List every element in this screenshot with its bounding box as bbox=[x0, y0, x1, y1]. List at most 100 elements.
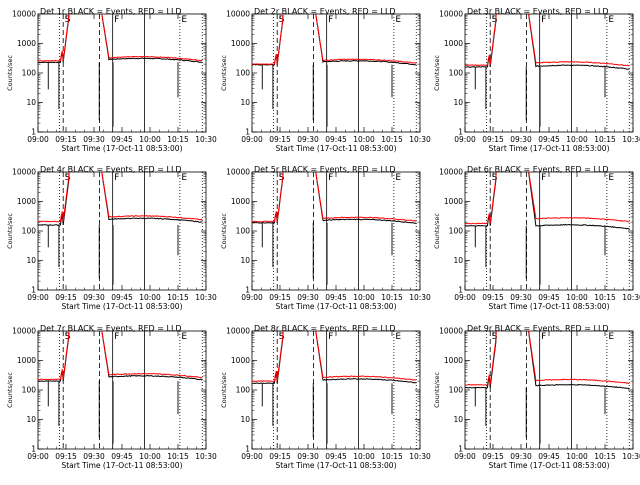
y-tick-label: 100 bbox=[449, 227, 464, 236]
y-tick-label: 100 bbox=[236, 227, 251, 236]
event-marker-label: S bbox=[492, 15, 498, 25]
x-tick-label: 09:45 bbox=[325, 452, 347, 461]
event-marker-label: F bbox=[114, 15, 119, 25]
event-marker-label: E bbox=[395, 332, 401, 342]
event-marker-label: E bbox=[608, 332, 614, 342]
y-tick-label: 100 bbox=[22, 69, 37, 78]
x-tick-label: 10:15 bbox=[381, 135, 403, 144]
y-tick-label: 10 bbox=[240, 415, 250, 424]
panel-det-6: Det 6r BLACK = Events, RED = LLD 1 10 100 10… bbox=[433, 165, 640, 311]
panel-det-3: Det 3r BLACK = Events, RED = LLD 1 10 100 10… bbox=[433, 7, 640, 153]
event-marker-label: E bbox=[181, 332, 187, 342]
y-axis-label: Counts/sec bbox=[6, 213, 14, 249]
x-axis-label: Start Time (17-Oct-11 08:53:00) bbox=[61, 461, 182, 470]
y-tick-label: 1 bbox=[31, 286, 36, 295]
panel-title: Det 8r BLACK = Events, RED = LLD bbox=[254, 324, 396, 333]
x-tick-label: 10:30 bbox=[195, 293, 217, 302]
y-tick-label: 1 bbox=[458, 286, 463, 295]
panel-det-1: Det 1r BLACK = Events, RED = LLD 1 10 100 10… bbox=[6, 7, 217, 153]
x-axis-label: Start Time (17-Oct-11 08:53:00) bbox=[488, 302, 609, 311]
y-tick-label: 1000 bbox=[231, 39, 250, 48]
y-tick-label: 10 bbox=[453, 415, 463, 424]
panel-det-9: Det 9r BLACK = Events, RED = LLD 1 10 100 10… bbox=[433, 324, 640, 470]
x-tick-label: 09:00 bbox=[27, 452, 49, 461]
event-marker-label: F bbox=[541, 15, 546, 25]
y-axis-label: Counts/sec bbox=[433, 213, 441, 249]
x-tick-label: 10:30 bbox=[622, 293, 640, 302]
series-lld-red bbox=[252, 14, 417, 65]
y-tick-label: 10 bbox=[240, 256, 250, 265]
y-tick-label: 10000 bbox=[439, 168, 463, 177]
y-tick-label: 100 bbox=[449, 386, 464, 395]
event-marker-label: S bbox=[279, 15, 285, 25]
x-tick-label: 10:00 bbox=[566, 293, 588, 302]
y-axis-label: Counts/sec bbox=[220, 372, 228, 408]
x-tick-label: 09:30 bbox=[510, 293, 532, 302]
series-lld-red bbox=[252, 172, 417, 223]
y-tick-label: 10000 bbox=[226, 327, 250, 336]
x-tick-label: 09:15 bbox=[55, 452, 77, 461]
x-tick-label: 09:30 bbox=[83, 452, 105, 461]
x-tick-label: 09:15 bbox=[482, 135, 504, 144]
x-tick-label: 09:45 bbox=[325, 135, 347, 144]
series-lld-red bbox=[252, 331, 417, 382]
y-tick-label: 1000 bbox=[444, 356, 463, 365]
y-tick-label: 1000 bbox=[231, 356, 250, 365]
event-marker-label: S bbox=[492, 173, 498, 183]
event-marker-label: E bbox=[181, 15, 187, 25]
x-tick-label: 09:15 bbox=[482, 452, 504, 461]
series-lld-red bbox=[38, 331, 203, 381]
y-tick-label: 10000 bbox=[12, 168, 36, 177]
x-tick-label: 09:15 bbox=[55, 135, 77, 144]
y-tick-label: 1000 bbox=[231, 197, 250, 206]
x-tick-label: 09:00 bbox=[241, 452, 263, 461]
x-tick-label: 09:30 bbox=[297, 452, 319, 461]
x-tick-label: 09:30 bbox=[83, 135, 105, 144]
panel-title: Det 2r BLACK = Events, RED = LLD bbox=[254, 7, 396, 16]
event-marker-label: E bbox=[395, 15, 401, 25]
x-tick-label: 10:30 bbox=[409, 293, 431, 302]
x-tick-label: 10:00 bbox=[353, 452, 375, 461]
x-axis-label: Start Time (17-Oct-11 08:53:00) bbox=[275, 144, 396, 153]
event-marker-label: F bbox=[328, 15, 333, 25]
y-tick-label: 10 bbox=[453, 98, 463, 107]
y-tick-label: 1000 bbox=[17, 356, 36, 365]
panel-det-7: Det 7r BLACK = Events, RED = LLD 1 10 100 10… bbox=[6, 324, 217, 470]
y-tick-label: 1 bbox=[245, 286, 250, 295]
x-tick-label: 09:45 bbox=[538, 293, 560, 302]
y-tick-label: 10 bbox=[240, 98, 250, 107]
x-tick-label: 09:15 bbox=[269, 293, 291, 302]
y-tick-label: 1000 bbox=[17, 39, 36, 48]
event-marker-label: S bbox=[492, 332, 498, 342]
x-tick-label: 10:15 bbox=[167, 293, 189, 302]
x-tick-label: 09:15 bbox=[269, 452, 291, 461]
panel-det-5: Det 5r BLACK = Events, RED = LLD 1 10 100 10… bbox=[220, 165, 431, 311]
x-axis-label: Start Time (17-Oct-11 08:53:00) bbox=[488, 144, 609, 153]
y-tick-label: 10 bbox=[26, 415, 36, 424]
panel-det-8: Det 8r BLACK = Events, RED = LLD 1 10 100 10… bbox=[220, 324, 431, 470]
y-tick-label: 1 bbox=[31, 128, 36, 137]
event-marker-label: F bbox=[114, 332, 119, 342]
x-tick-label: 10:00 bbox=[353, 135, 375, 144]
series-lld-red bbox=[38, 14, 203, 62]
x-tick-label: 09:15 bbox=[269, 135, 291, 144]
y-tick-label: 10000 bbox=[12, 327, 36, 336]
x-tick-label: 09:00 bbox=[454, 293, 476, 302]
x-tick-label: 10:30 bbox=[195, 135, 217, 144]
event-marker-label: E bbox=[608, 15, 614, 25]
x-tick-label: 09:45 bbox=[325, 293, 347, 302]
y-tick-label: 100 bbox=[449, 69, 464, 78]
y-tick-label: 10 bbox=[453, 256, 463, 265]
x-tick-label: 10:30 bbox=[622, 452, 640, 461]
y-tick-label: 1000 bbox=[444, 197, 463, 206]
event-marker-label: S bbox=[65, 15, 71, 25]
x-tick-label: 10:15 bbox=[594, 293, 616, 302]
panel-title: Det 4r BLACK = Events, RED = LLD bbox=[40, 165, 182, 174]
panel-title: Det 7r BLACK = Events, RED = LLD bbox=[40, 324, 182, 333]
x-tick-label: 09:30 bbox=[297, 135, 319, 144]
series-lld-red bbox=[465, 331, 630, 386]
y-tick-label: 10000 bbox=[226, 10, 250, 19]
y-axis-label: Counts/sec bbox=[6, 372, 14, 408]
y-tick-label: 1 bbox=[458, 445, 463, 454]
